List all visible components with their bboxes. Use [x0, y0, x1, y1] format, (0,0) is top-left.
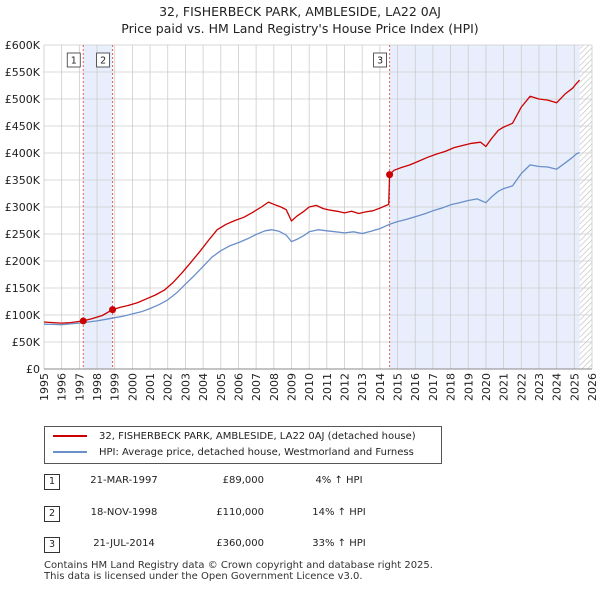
x-tick-label: 1995 [38, 373, 51, 401]
x-tick-label: 2019 [462, 373, 475, 401]
x-tick-label: 2026 [586, 373, 599, 401]
y-tick-label: £0 [26, 363, 40, 376]
sale-point [386, 171, 394, 179]
sale-point [79, 317, 87, 325]
sale-label-text: 1 [71, 56, 77, 67]
sale-date: 21-MAR-1997 [90, 475, 158, 486]
sale-date: 18-NOV-1998 [90, 507, 158, 518]
sale-price: £89,000 [222, 475, 264, 486]
sale-hpi-change: 33% ↑ HPI [312, 538, 366, 549]
x-tick-label: 2016 [409, 373, 422, 401]
sale-label-text: 3 [377, 56, 383, 67]
sale-row: 2 18-NOV-1998 £110,000 14% ↑ HPI [44, 506, 464, 524]
x-tick-label: 2025 [568, 373, 581, 401]
footer-line-licence: This data is licensed under the Open Gov… [44, 571, 363, 582]
x-tick-label: 2024 [551, 373, 564, 401]
sale-hpi-change: 4% ↑ HPI [315, 475, 363, 486]
sale-hpi-change: 14% ↑ HPI [312, 507, 366, 518]
sale-number-badge: 1 [44, 474, 60, 490]
price-chart: 1 2 3 £0 £50K £100K £150K £200K £250K £300K £350K £… [5, 39, 599, 401]
sale-label-box [96, 52, 110, 68]
x-tick-label: 2017 [427, 373, 440, 401]
x-tick-label: 1998 [91, 373, 104, 401]
y-tick-label: £400K [5, 147, 41, 160]
x-tick-label: 2015 [392, 373, 405, 401]
x-tick-label: 2008 [268, 373, 281, 401]
legend-swatch-hpi [53, 451, 87, 453]
y-tick-label: £350K [5, 174, 41, 187]
x-tick-label: 2007 [250, 373, 263, 401]
y-tick-label: £250K [5, 228, 41, 241]
x-tick-label: 2013 [356, 373, 369, 401]
sale-row: 3 21-JUL-2014 £360,000 33% ↑ HPI [44, 537, 464, 555]
sale-point [109, 306, 117, 314]
x-tick-label: 1997 [73, 373, 86, 401]
x-tick-label: 1999 [109, 373, 122, 401]
sale-price: £360,000 [216, 538, 264, 549]
sale-label-text: 2 [100, 56, 106, 67]
y-tick-label: £550K [5, 66, 41, 79]
x-tick-label: 2004 [197, 373, 210, 401]
footer-line-copyright: Contains HM Land Registry data © Crown c… [44, 560, 433, 571]
x-tick-label: 2022 [515, 373, 528, 401]
x-tick-label: 2011 [321, 373, 334, 401]
legend-label-price: 32, FISHERBECK PARK, AMBLESIDE, LA22 0AJ… [99, 431, 416, 442]
x-tick-label: 2014 [374, 373, 387, 401]
price-series-line [43, 79, 581, 324]
y-tick-label: £200K [5, 255, 41, 268]
x-tick-label: 2005 [215, 373, 228, 401]
legend-item-price: 32, FISHERBECK PARK, AMBLESIDE, LA22 0AJ… [53, 429, 416, 445]
y-tick-label: £450K [5, 120, 41, 133]
chart-legend: 32, FISHERBECK PARK, AMBLESIDE, LA22 0AJ… [44, 426, 442, 464]
sale-label-box [373, 52, 387, 68]
x-tick-label: 2006 [232, 373, 245, 401]
sale-label-box [66, 52, 81, 68]
sale-number-badge: 3 [44, 537, 60, 553]
chart-title-line2: Price paid vs. HM Land Registry's House … [121, 21, 479, 36]
y-tick-label: £300K [5, 201, 41, 214]
y-tick-label: £50K [12, 336, 41, 349]
y-tick-label: £600K [5, 39, 41, 52]
sale-row: 1 21-MAR-1997 £89,000 4% ↑ HPI [44, 474, 464, 492]
x-tick-label: 2002 [162, 373, 175, 401]
x-tick-label: 2010 [303, 373, 316, 401]
x-tick-label: 2020 [480, 373, 493, 401]
x-tick-label: 2009 [285, 373, 298, 401]
sale-number-badge: 2 [44, 506, 60, 522]
x-tick-label: 2003 [179, 373, 192, 401]
y-tick-label: £100K [5, 309, 41, 322]
y-tick-label: £150K [5, 282, 41, 295]
y-tick-label: £500K [5, 93, 41, 106]
legend-swatch-price [53, 435, 87, 437]
hpi-series-line [43, 151, 580, 326]
x-tick-label: 2023 [533, 373, 546, 401]
x-tick-label: 2000 [126, 373, 139, 401]
legend-label-hpi: HPI: Average price, detached house, West… [99, 447, 414, 458]
sale-price: £110,000 [216, 507, 264, 518]
x-tick-label: 2021 [498, 373, 511, 401]
x-tick-label: 2018 [445, 373, 458, 401]
x-tick-label: 2012 [339, 373, 352, 401]
legend-item-hpi: HPI: Average price, detached house, West… [53, 445, 414, 461]
chart-title-line1: 32, FISHERBECK PARK, AMBLESIDE, LA22 0AJ [159, 4, 441, 19]
sale-date: 21-JUL-2014 [93, 538, 155, 549]
x-tick-label: 2001 [144, 373, 157, 401]
x-tick-label: 1996 [56, 373, 69, 401]
footer-attribution: Contains HM Land Registry data © Crown c… [44, 560, 433, 582]
